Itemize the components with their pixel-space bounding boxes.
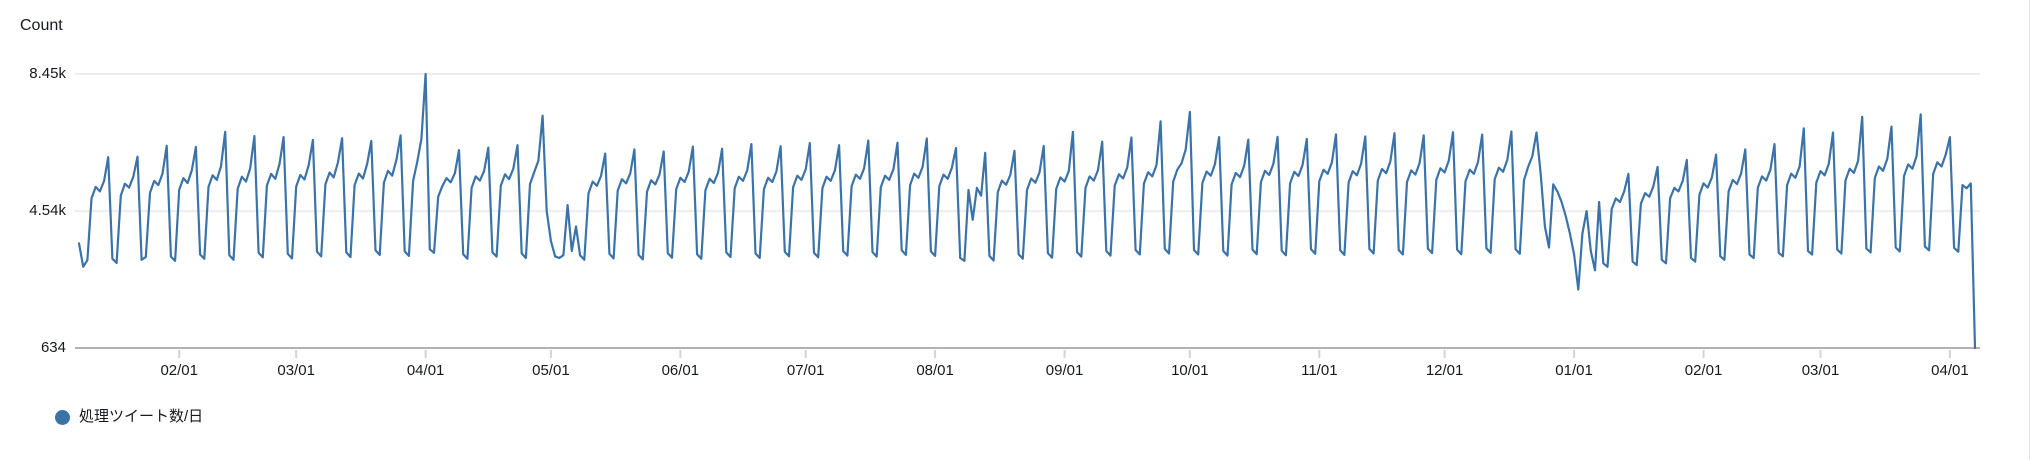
x-tick-label: 07/01 <box>786 362 825 379</box>
y-tick-label: 4.54k <box>29 202 66 220</box>
legend: 処理ツイート数/日 <box>55 406 203 428</box>
x-tick-label: 09/01 <box>1045 362 1084 379</box>
x-tick-label: 02/01 <box>160 362 198 379</box>
x-tick-label: 12/01 <box>1425 362 1464 379</box>
x-tick-label: 04/01 <box>406 362 445 379</box>
series-color-dot-icon <box>55 409 70 425</box>
x-tick-label: 02/01 <box>1684 362 1723 379</box>
series-line[interactable] <box>77 72 1977 350</box>
x-tick-label: 03/01 <box>277 362 315 379</box>
y-axis-unit-title: Count <box>20 17 63 34</box>
y-tick-label: 8.45k <box>29 65 66 82</box>
x-tick-label: 08/01 <box>916 362 954 379</box>
x-tick-label: 01/01 <box>1555 362 1593 379</box>
x-tick-label: 10/01 <box>1171 362 1209 379</box>
x-tick-label: 04/01 <box>1931 362 1969 379</box>
legend-item-series-1[interactable]: 処理ツイート数/日 <box>79 408 204 425</box>
y-tick-label: 634 <box>40 339 66 356</box>
x-tick-label: 11/01 <box>1301 362 1338 379</box>
x-tick-label: 03/01 <box>1801 362 1840 379</box>
x-tick-label: 06/01 <box>661 362 700 379</box>
chart-canvas <box>75 72 1980 358</box>
x-tick-label: 05/01 <box>532 362 570 379</box>
plot-area[interactable] <box>75 0 1980 400</box>
